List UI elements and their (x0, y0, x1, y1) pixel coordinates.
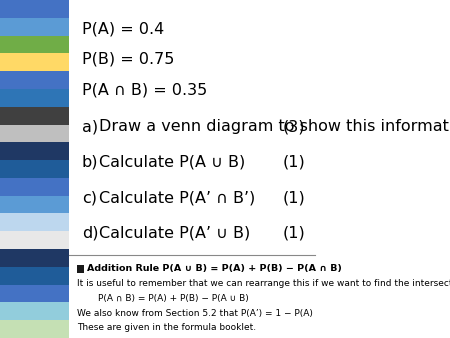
Bar (0, 89, 69, 107)
Text: P(A ∩ B) = 0.35: P(A ∩ B) = 0.35 (82, 82, 207, 97)
Bar (0, 35, 69, 53)
Bar (77, 265, 84, 273)
Bar (0, 53, 69, 71)
Text: We also know from Section 5.2 that P(A’) = 1 − P(A): We also know from Section 5.2 that P(A’)… (77, 309, 313, 318)
Bar (0, 214, 69, 231)
Text: Draw a venn diagram to show this information: Draw a venn diagram to show this informa… (99, 119, 450, 134)
Bar (0, 320, 69, 338)
Bar (0, 107, 69, 124)
Bar (0, 303, 69, 320)
Bar (0, 196, 69, 214)
Bar (0, 231, 69, 249)
Text: (1): (1) (282, 226, 305, 241)
Text: Calculate P(A ∪ B): Calculate P(A ∪ B) (99, 155, 245, 170)
Bar (0, 267, 69, 285)
Bar (0, 0, 69, 18)
Text: b): b) (82, 155, 98, 170)
Text: P(B) = 0.75: P(B) = 0.75 (82, 52, 174, 67)
Bar (0, 142, 69, 160)
Bar (0, 71, 69, 89)
Text: Addition Rule P(A ∪ B) = P(A) + P(B) − P(A ∩ B): Addition Rule P(A ∪ B) = P(A) + P(B) − P… (87, 264, 342, 273)
Text: Calculate P(A’ ∩ B’): Calculate P(A’ ∩ B’) (99, 190, 255, 205)
Text: P(A ∩ B) = P(A) + P(B) − P(A ∪ B): P(A ∩ B) = P(A) + P(B) − P(A ∪ B) (98, 294, 248, 303)
Bar (69, 0, 315, 338)
Text: P(A) = 0.4: P(A) = 0.4 (82, 21, 164, 36)
Bar (0, 178, 69, 196)
Text: Calculate P(A’ ∪ B): Calculate P(A’ ∪ B) (99, 226, 250, 241)
Text: d): d) (82, 226, 98, 241)
Text: (1): (1) (282, 155, 305, 170)
Bar (0, 124, 69, 142)
Text: These are given in the formula booklet.: These are given in the formula booklet. (77, 323, 256, 332)
Text: (1): (1) (282, 190, 305, 205)
Bar (0, 18, 69, 35)
Bar (0, 285, 69, 303)
Text: a): a) (82, 119, 98, 134)
Text: (3): (3) (283, 119, 305, 134)
Bar (0, 160, 69, 178)
Text: c): c) (82, 190, 97, 205)
Bar (0, 249, 69, 267)
Text: It is useful to remember that we can rearrange this if we want to find the inter: It is useful to remember that we can rea… (77, 279, 450, 288)
